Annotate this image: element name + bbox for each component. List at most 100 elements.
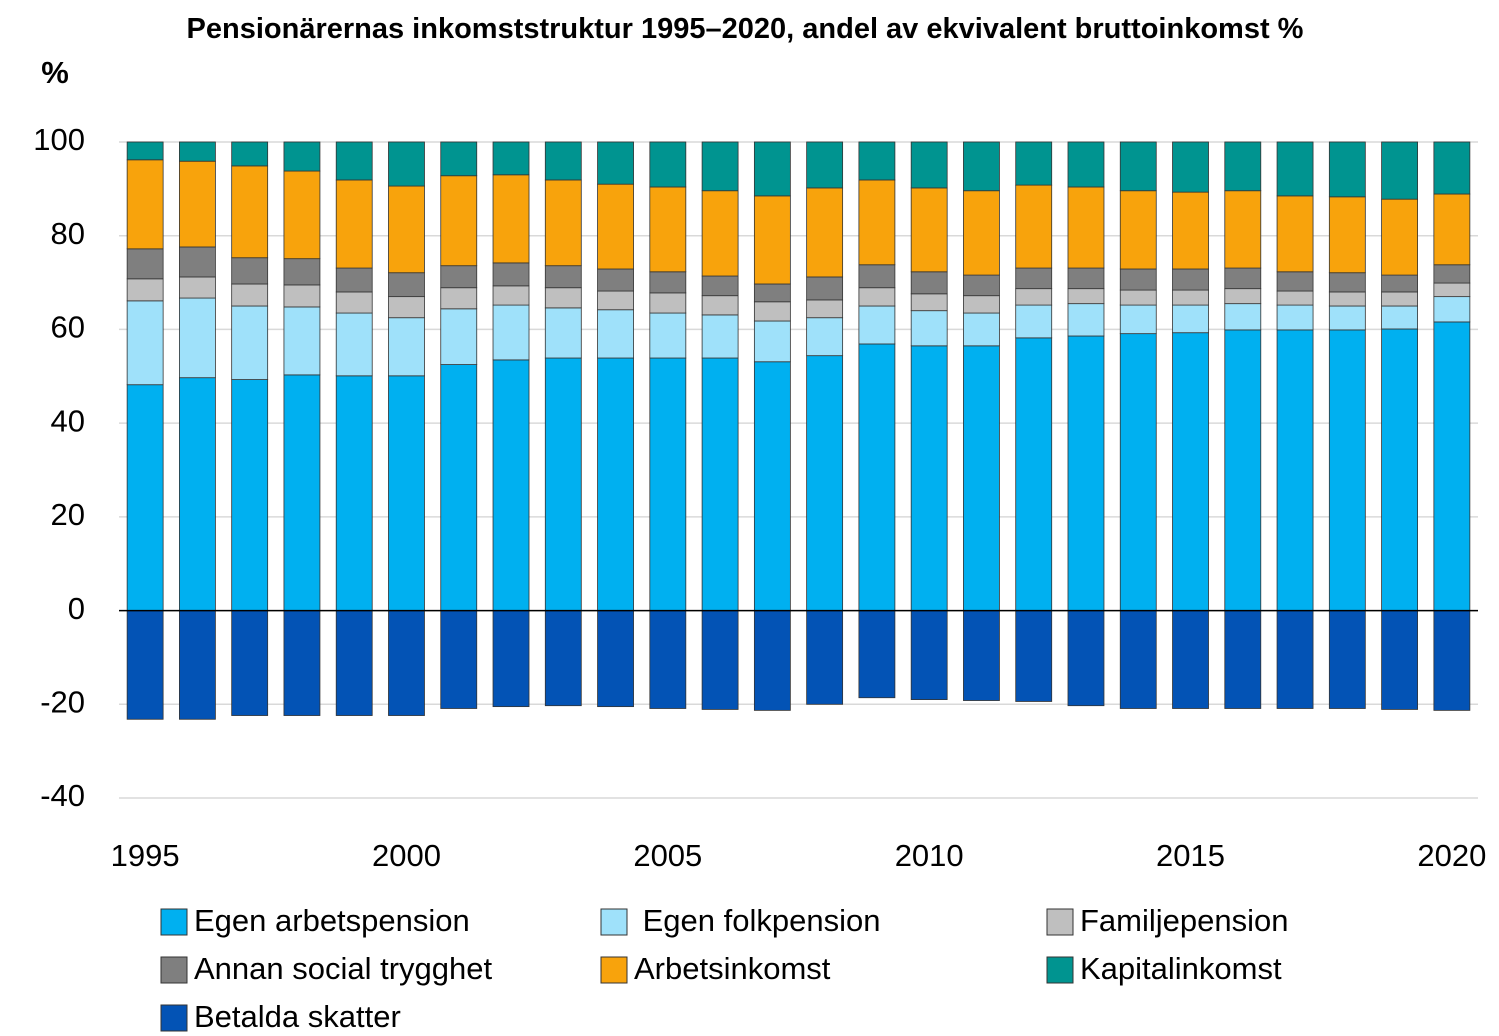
bar-segment xyxy=(1015,304,1053,339)
bar-segment xyxy=(544,265,582,289)
bar-segment xyxy=(440,265,478,289)
bar-segment xyxy=(1381,198,1418,276)
bar-segment xyxy=(910,141,948,189)
bar-segment xyxy=(858,305,896,345)
bar-segment xyxy=(1119,141,1157,192)
bar-segment xyxy=(126,278,164,302)
bar-segment xyxy=(335,375,373,611)
bar-segment xyxy=(649,357,687,611)
bar-segment xyxy=(649,292,687,314)
bar-segment xyxy=(231,305,269,380)
bar-segment xyxy=(1224,329,1262,611)
bar-segment xyxy=(544,357,582,611)
bar-segment xyxy=(283,306,321,376)
bar-segment xyxy=(1224,267,1262,290)
bar-segment xyxy=(231,257,269,285)
bar-segment xyxy=(1381,141,1418,200)
bar-segment xyxy=(963,190,1000,276)
bar-segment xyxy=(963,312,1000,347)
bar-segment xyxy=(701,610,739,710)
bar-segment xyxy=(126,384,164,611)
chart-title: Pensionärernas inkomststruktur 1995–2020… xyxy=(186,13,1304,45)
bar-segment xyxy=(806,299,844,319)
bar-segment xyxy=(806,276,844,301)
bar-segment xyxy=(1119,289,1157,306)
bar-segment xyxy=(388,141,425,187)
bar-segment xyxy=(858,264,896,289)
bar-segment xyxy=(179,141,216,162)
bar-segment xyxy=(753,320,791,363)
bar-segment xyxy=(858,287,896,307)
bar-segment xyxy=(701,314,739,359)
bar-segment xyxy=(1224,288,1262,305)
bar-segment xyxy=(1433,296,1471,323)
bar-segment xyxy=(806,355,844,611)
bar-segment xyxy=(1224,141,1262,192)
bar-segment xyxy=(910,310,948,347)
bar-segment xyxy=(1276,141,1314,197)
bar-segment xyxy=(179,276,216,299)
bar-segment xyxy=(1119,190,1157,270)
bar-segment xyxy=(126,610,164,720)
bar-segment xyxy=(597,357,634,611)
bar-segment xyxy=(335,141,373,181)
bar-segment xyxy=(335,312,373,377)
bar-segment xyxy=(701,357,739,611)
bar-segment xyxy=(231,141,269,167)
legend-swatch xyxy=(160,908,188,936)
bar-segment xyxy=(1328,141,1366,198)
bar-segment xyxy=(1276,610,1314,709)
bar-segment xyxy=(1224,190,1262,269)
bar-segment xyxy=(701,295,739,316)
bar-segment xyxy=(1276,304,1314,331)
bar-segment xyxy=(1119,333,1157,611)
bar-segment xyxy=(1067,186,1105,269)
bar-segment xyxy=(388,185,425,274)
bar-segment xyxy=(1381,305,1418,330)
bar-segment xyxy=(1433,193,1471,266)
legend-swatch xyxy=(600,908,628,936)
legend-swatch xyxy=(600,956,628,984)
bar-segment xyxy=(440,141,478,177)
bar-segment xyxy=(1172,191,1209,270)
bar-segment xyxy=(492,285,530,306)
bar-segment xyxy=(283,374,321,611)
bar-segment xyxy=(1276,329,1314,611)
bar-segment xyxy=(1433,321,1471,611)
bar-segment xyxy=(388,610,425,716)
bar-segment xyxy=(963,295,1000,314)
bar-segment xyxy=(231,610,269,716)
bar-segment xyxy=(597,309,634,359)
bar-segment xyxy=(335,291,373,314)
bar-segment xyxy=(597,183,634,270)
bar-segment xyxy=(492,141,530,176)
bar-segment xyxy=(388,296,425,319)
bar-segment xyxy=(1172,304,1209,334)
bar-segment xyxy=(179,297,216,379)
bar-segment xyxy=(1119,304,1157,335)
bar-segment xyxy=(806,187,844,278)
y-tick-label: 60 xyxy=(51,310,85,345)
x-tick-label: 2010 xyxy=(895,838,964,873)
bar-segment xyxy=(1381,291,1418,307)
bar-segment xyxy=(753,283,791,303)
bar-segment xyxy=(806,317,844,357)
bar-segment xyxy=(388,272,425,298)
bar-segment xyxy=(1119,610,1157,709)
legend-swatch xyxy=(160,1004,188,1032)
y-tick-label: 100 xyxy=(33,122,85,157)
bar-segment xyxy=(335,179,373,269)
bar-segment xyxy=(492,304,530,361)
bar-segment xyxy=(597,290,634,311)
bar-segment xyxy=(910,293,948,312)
x-tick-label: 2000 xyxy=(372,838,441,873)
bar-segment xyxy=(1433,141,1471,195)
bar-segment xyxy=(126,159,164,250)
bar-segment xyxy=(492,262,530,287)
bar-segment xyxy=(1067,335,1105,611)
bar-segment xyxy=(1067,288,1105,305)
bar-segment xyxy=(1276,195,1314,273)
bar-segment xyxy=(440,364,478,611)
bar-segment xyxy=(1433,264,1471,284)
bar-segment xyxy=(283,284,321,308)
